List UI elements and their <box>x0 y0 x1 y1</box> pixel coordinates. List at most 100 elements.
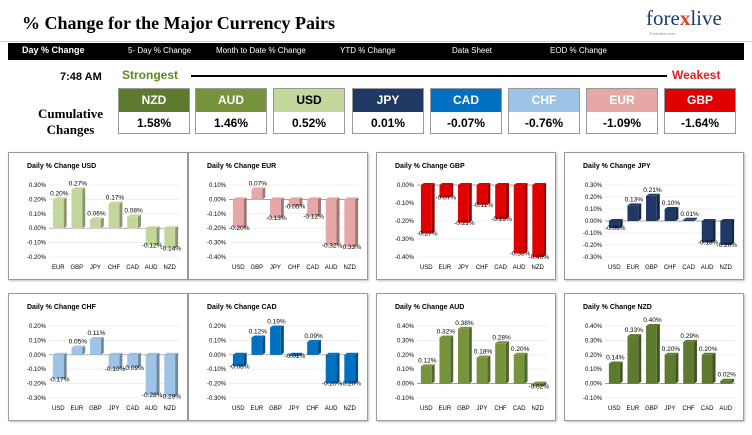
y-tick-label: 0.30% <box>585 338 603 344</box>
currency-code: JPY <box>353 89 423 112</box>
bar <box>701 221 713 243</box>
bar-top <box>307 197 321 200</box>
tab-eod-change[interactable]: EOD % Change <box>550 46 607 55</box>
y-tick-label: -0.30% <box>207 396 227 402</box>
x-tick-label: AUD <box>325 406 338 412</box>
tab-data-sheet[interactable]: Data Sheet <box>452 46 493 55</box>
x-tick-label: AUD <box>513 265 526 271</box>
x-tick-label: CAD <box>126 265 139 271</box>
y-tick-label: 0.00% <box>585 219 603 225</box>
bar-top <box>701 352 716 355</box>
bar-top <box>458 326 472 329</box>
chart-title: Daily % Change AUD <box>395 304 464 311</box>
bar-top <box>439 183 454 185</box>
data-label: -0.11% <box>473 202 493 209</box>
y-tick-label: 0.00% <box>209 197 227 203</box>
logo-x: x <box>679 6 691 30</box>
bar <box>420 185 432 234</box>
y-tick-label: -0.10% <box>27 367 47 373</box>
bar-top <box>513 352 528 355</box>
bar-side <box>693 217 697 221</box>
bar-top <box>532 381 547 384</box>
data-label: -0.21% <box>454 220 475 227</box>
bar <box>90 219 101 229</box>
bar-side <box>317 197 321 217</box>
bar-side <box>675 207 679 221</box>
x-tick-label: JPY <box>90 265 101 271</box>
bar-top <box>288 352 303 355</box>
bar-side <box>82 187 86 229</box>
y-tick-label: 0.40% <box>397 324 415 330</box>
bar-side <box>543 183 547 257</box>
y-tick-label: 0.10% <box>29 338 47 344</box>
bar <box>439 185 451 198</box>
bar-side <box>336 197 340 246</box>
x-tick-label: NZD <box>164 406 177 412</box>
chart-svg: Daily % Change NZD0.40%0.30%0.20%0.10%0.… <box>583 304 736 412</box>
bar <box>495 185 506 220</box>
bar-top <box>608 361 623 364</box>
bar-top <box>439 335 454 338</box>
data-label: -0.20% <box>322 381 343 388</box>
bar-side <box>119 201 123 229</box>
currency-code: CHF <box>509 89 579 112</box>
data-label: 0.07% <box>249 180 268 187</box>
bar <box>701 354 713 384</box>
y-tick-label: 0.00% <box>29 226 47 232</box>
page-title: % Change for the Major Currency Pairs <box>22 13 335 33</box>
bar <box>458 185 469 223</box>
data-label: -0.27% <box>417 231 438 238</box>
tab-month-to-date[interactable]: Month to Date % Change <box>216 46 306 55</box>
currency-value: 0.52% <box>291 116 327 130</box>
data-label: -0.01% <box>285 353 306 360</box>
data-label: 0.14% <box>606 354 625 361</box>
tab-day-change[interactable]: Day % Change <box>22 45 85 55</box>
bar-side <box>524 352 528 384</box>
currency-cell-aud: AUD 1.46% <box>195 88 267 134</box>
data-label: -0.08% <box>229 363 250 370</box>
y-tick-label: 0.10% <box>397 367 415 373</box>
bar-top <box>683 217 697 220</box>
y-tick-label: -0.30% <box>395 237 415 243</box>
bar-top <box>720 219 735 221</box>
x-tick-label: JPY <box>288 406 299 412</box>
bar-top <box>145 352 160 355</box>
data-label: -0.10% <box>105 366 126 373</box>
data-label: 0.13% <box>625 196 644 203</box>
bar <box>627 205 639 221</box>
bar <box>532 383 544 387</box>
bar-side <box>63 197 67 229</box>
y-tick-label: 0.00% <box>397 382 415 388</box>
currency-value: 1.46% <box>213 116 249 130</box>
bar-side <box>100 336 104 355</box>
x-tick-label: USD <box>232 265 245 271</box>
y-tick-label: 0.30% <box>585 183 603 189</box>
timestamp: 7:48 AM <box>60 71 102 83</box>
bar-top <box>701 219 716 221</box>
currency-value: -0.07% <box>446 116 486 130</box>
bar-top <box>251 187 266 190</box>
tab-ytd-change[interactable]: YTD % Change <box>340 46 396 55</box>
tab-5day-change[interactable]: 5- Day % Change <box>128 46 192 55</box>
forexlive-logo[interactable]: forexlive Forexlive.com <box>646 6 736 40</box>
bar <box>532 185 544 257</box>
logo-suffix: live <box>690 6 722 30</box>
bar-top <box>164 226 179 229</box>
currency-cell-cad: CAD -0.07% <box>430 88 502 134</box>
bar-side <box>505 183 509 220</box>
bar-side <box>487 355 491 384</box>
data-label: -0.32% <box>322 242 343 249</box>
bar-top <box>127 352 141 355</box>
data-label: 0.09% <box>304 333 323 340</box>
x-tick-label: EUR <box>627 265 640 271</box>
y-tick-label: -0.10% <box>207 212 227 218</box>
bar <box>232 354 244 367</box>
bar <box>683 219 694 221</box>
chart-svg: Daily % Change USD0.30%0.20%0.10%0.00%-0… <box>27 163 181 271</box>
bar-top <box>145 226 160 229</box>
bar-top <box>90 217 104 220</box>
data-label: -0.13% <box>266 215 287 222</box>
x-tick-label: CHF <box>682 406 695 412</box>
chart-title: Daily % Change CAD <box>207 304 277 311</box>
bar <box>71 347 83 355</box>
